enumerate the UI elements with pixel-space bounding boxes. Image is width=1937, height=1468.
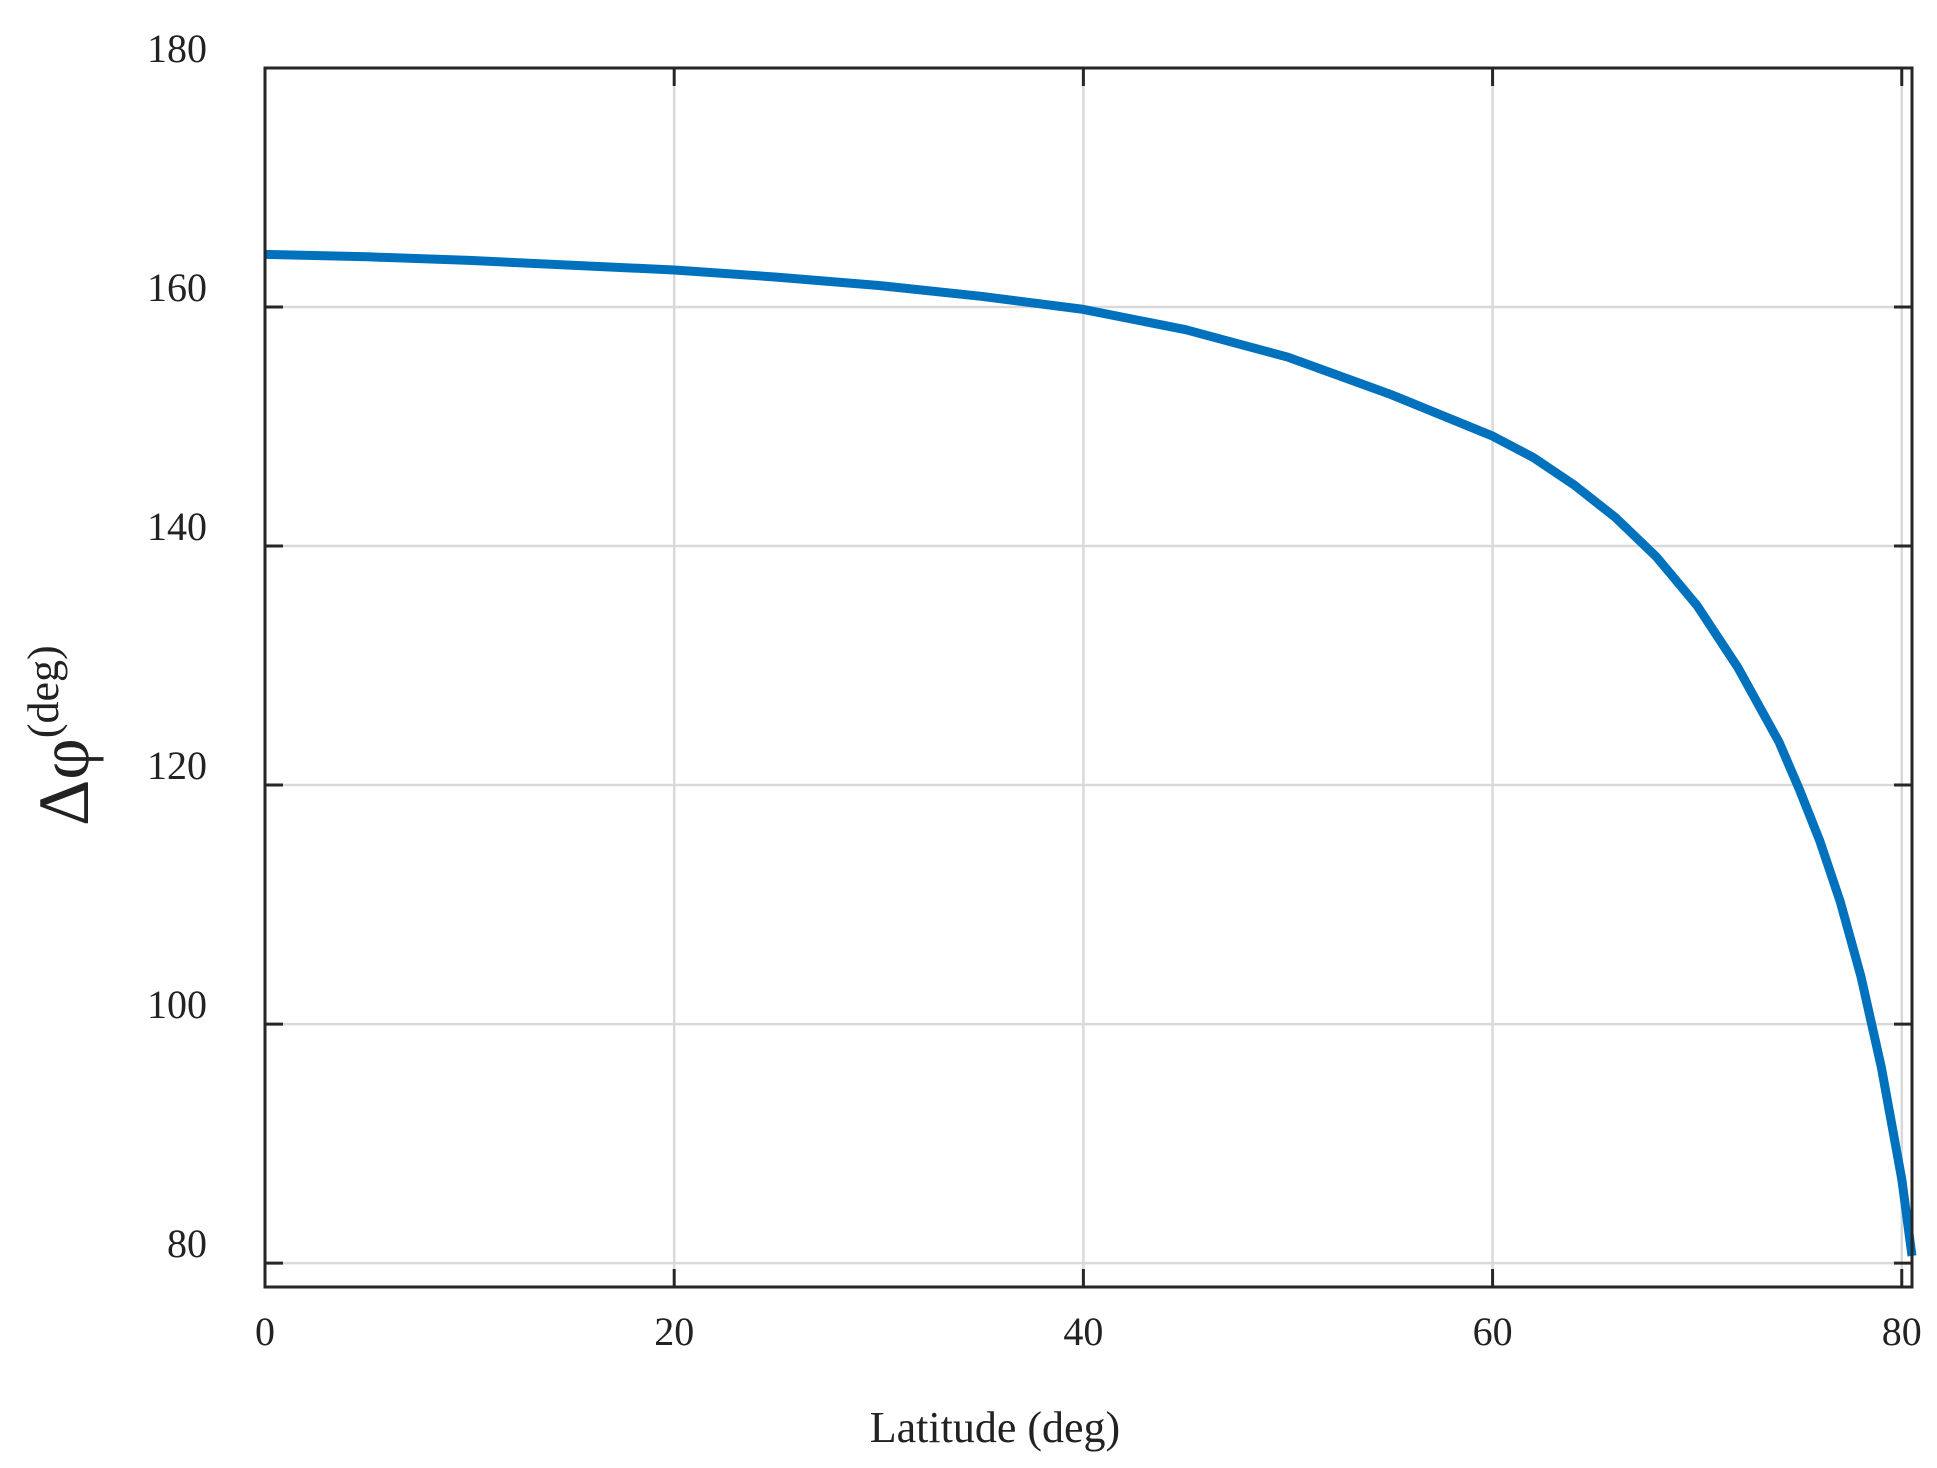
tick-marks [263, 68, 1912, 1287]
x-tick-label: 40 [1063, 1309, 1103, 1354]
grid-lines [265, 68, 1912, 1287]
y-axis-label-superscript: (deg) [19, 645, 68, 738]
x-axis-label: Latitude (deg) [870, 1403, 1120, 1452]
y-tick-label: 80 [167, 1221, 207, 1266]
y-tick-labels: 80 100 120 140 160 180 [147, 26, 207, 1266]
y-tick-label: 100 [147, 982, 207, 1027]
y-tick-label: 160 [147, 265, 207, 310]
axes-box [263, 66, 1914, 1289]
series-line [264, 249, 1917, 1257]
y-tick-label: 140 [147, 504, 207, 549]
x-tick-label: 20 [654, 1309, 694, 1354]
x-tick-labels: 0 20 40 60 80 [255, 1309, 1922, 1354]
y-tick-label: 120 [147, 743, 207, 788]
x-tick-label: 80 [1882, 1309, 1922, 1354]
y-axis-label: Δφ(deg) [19, 645, 104, 826]
x-tick-label: 0 [255, 1309, 275, 1354]
y-tick-label: 180 [147, 26, 207, 71]
x-tick-label: 60 [1473, 1309, 1513, 1354]
y-axis-label-symbol: Δφ [24, 738, 104, 826]
data-series [264, 249, 1917, 1257]
